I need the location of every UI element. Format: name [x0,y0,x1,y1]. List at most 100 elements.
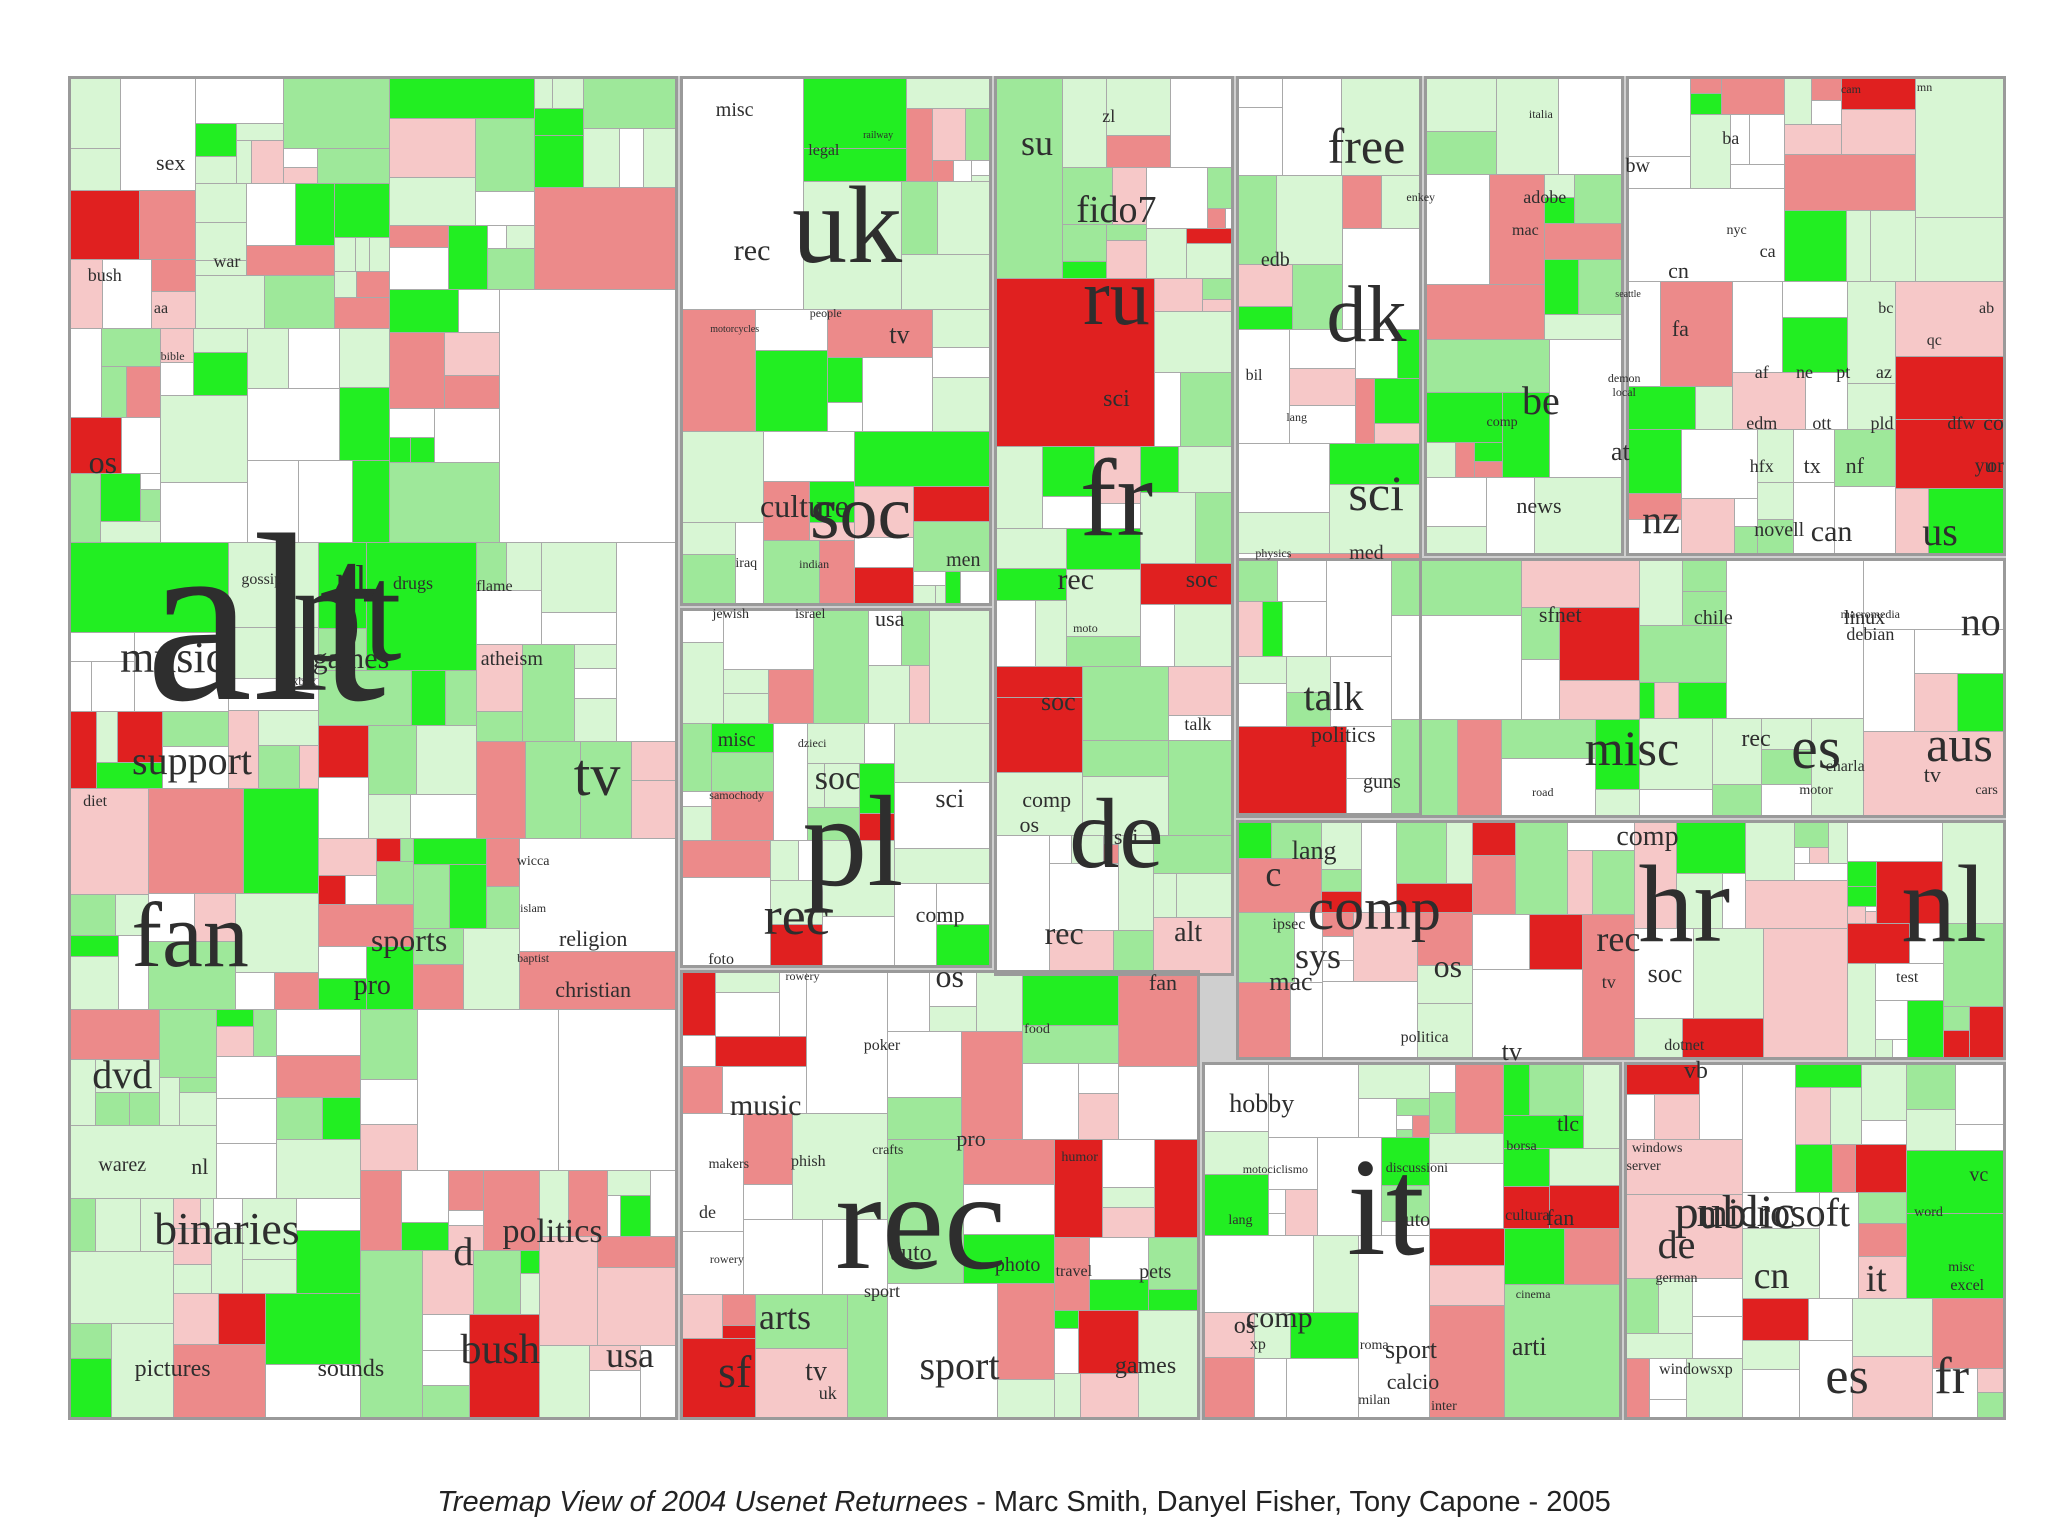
treemap-cell [1593,851,1635,915]
treemap-cell [1575,175,1624,224]
treemap-cell [335,238,356,272]
treemap-cell [910,666,930,724]
treemap-cell [201,1199,214,1229]
treemap-cell [569,1171,608,1237]
treemap-cell [1624,1359,1650,1420]
treemap-cell [938,182,992,255]
treemap-chart: alt pt fan music support binaries dvd bush polit… [68,76,2006,1420]
treemap-cell [1287,693,1331,727]
treemap-cell [277,1010,361,1056]
treemap-cell [1596,790,1640,818]
treemap-cell [1456,1062,1504,1134]
treemap-cell [575,669,617,699]
treemap-cell [1187,229,1234,244]
treemap-cell [1413,1116,1430,1138]
treemap-cell [423,1251,474,1315]
treemap-cell [744,1220,823,1295]
treemap-cell [1342,76,1422,176]
treemap-cell [160,1078,180,1126]
treemap-cell [1624,1095,1655,1140]
treemap-cell [855,432,992,487]
treemap-cell [1430,1266,1505,1306]
treemap-cell [402,1223,449,1251]
treemap-cell [1504,1116,1584,1149]
treemap-cell [1067,529,1141,570]
treemap-cell [744,1114,793,1185]
treemap-cell [724,670,769,694]
treemap-cell [196,184,247,223]
treemap-cell [1626,520,1682,556]
treemap-cell [217,1027,254,1057]
treemap-cell [1354,913,1418,982]
treemap-cell [1382,1186,1430,1222]
treemap-cell [1236,444,1330,513]
treemap-cell [1343,229,1422,330]
treemap-cell [825,764,860,808]
treemap-cell [254,1010,277,1057]
treemap-cell [680,1339,756,1420]
treemap-cell [1430,1134,1504,1164]
treemap-cell [1154,918,1234,976]
treemap-cell [1497,76,1559,175]
treemap-cell [1202,1132,1269,1175]
treemap-cell [149,942,236,1010]
treemap-cell [414,865,450,929]
treemap-cell [266,1294,361,1365]
treemap-cell [1392,558,1522,616]
treemap-cell [1067,637,1141,667]
treemap-cell [1236,330,1290,444]
treemap-cell [972,161,992,176]
treemap-cell [914,586,936,606]
treemap-cell [1842,110,1916,155]
treemap-cell [590,1346,641,1371]
treemap-cell [895,849,992,884]
treemap-cell [888,970,930,1032]
treemap-cell [174,1345,266,1420]
treemap-cell [994,569,1067,601]
treemap-cell [814,608,869,724]
treemap-cell [994,836,1050,976]
treemap-cell [933,378,992,432]
treemap-cell [1626,76,1691,157]
treemap-cell [1107,225,1147,241]
treemap-cell [1141,447,1179,493]
treemap-cell [377,839,401,862]
treemap-cell [275,973,319,1010]
treemap-cell [1758,520,1794,556]
treemap-cell [808,764,825,808]
treemap-cell [1635,1019,1683,1060]
treemap-cell [617,543,678,742]
treemap-cell [174,1199,201,1229]
treemap-cell [1835,487,1896,556]
treemap-cell [1762,719,1812,750]
treemap-cell [1731,115,1750,165]
treemap-cell [1661,282,1733,387]
treemap-cell [1530,915,1583,970]
treemap-cell [540,1171,569,1237]
treemap-cell [1255,1313,1291,1359]
treemap-cell [163,712,229,747]
treemap-cell [1269,1138,1318,1190]
treemap-cell [865,724,895,764]
treemap-cell [994,773,1083,836]
treemap-cell [933,310,992,348]
treemap-cell [1147,168,1208,229]
treemap-cell [1829,820,1848,864]
treemap-cell [1424,393,1503,443]
treemap-cell [1236,684,1287,727]
treemap-cell [1683,592,1727,626]
treemap-cell [535,136,584,188]
treemap-cell [236,973,275,1010]
treemap-cell [632,742,678,781]
treemap-cell [712,753,774,792]
treemap-cell [112,1324,174,1420]
treemap-cell [1290,369,1356,406]
treemap-cell [217,1099,277,1144]
treemap-cell [575,645,617,669]
treemap-cell [1079,1094,1119,1140]
treemap-cell [118,712,163,763]
treemap-cell [1095,447,1141,504]
treemap-cell [1835,430,1896,487]
treemap-cell [1722,76,1785,115]
treemap-cell [1154,836,1234,874]
